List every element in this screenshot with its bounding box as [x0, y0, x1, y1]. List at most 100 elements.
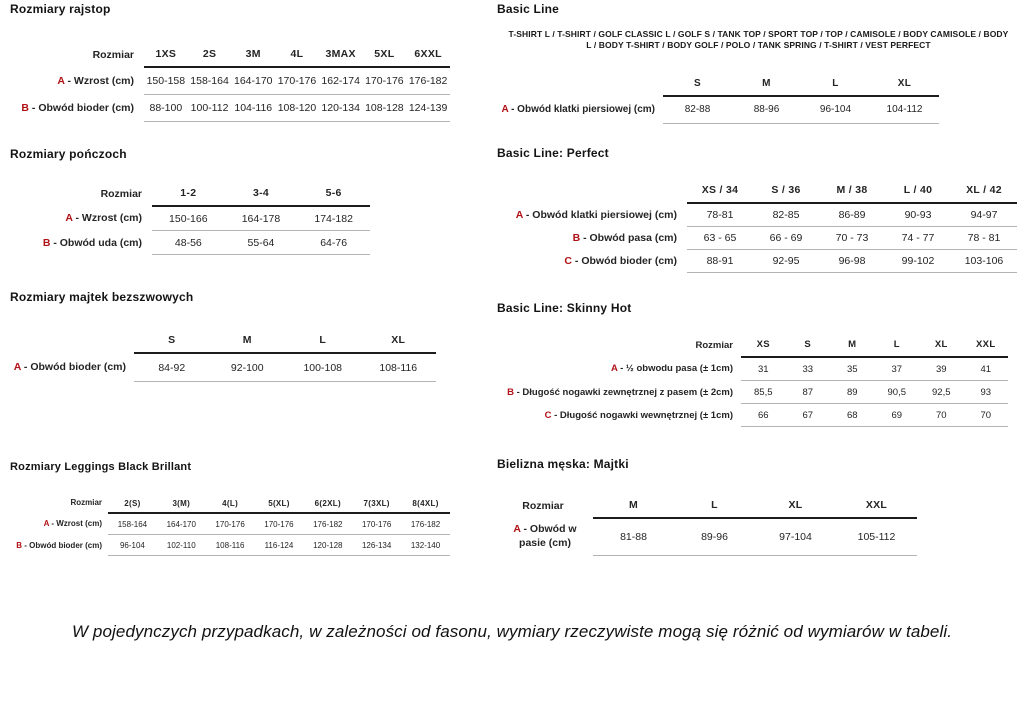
row-letter: A: [57, 74, 65, 87]
column-header: 3-4: [224, 187, 298, 207]
column-header: XS / 34: [687, 184, 753, 204]
row-label: B - Długość nogawki zewnętrznej z pasem …: [507, 386, 733, 398]
row-letter: C: [544, 409, 552, 421]
table-row: A - Obwód klatki piersiowej (cm) 78-81 82-…: [497, 203, 1017, 227]
row-letter: A: [43, 519, 50, 529]
size-value-cell: 88-100: [144, 94, 188, 122]
size-value-cell: 66: [741, 403, 786, 427]
size-value-cell: 164-170: [156, 513, 206, 535]
column-header: XL: [870, 77, 939, 97]
size-value-cell: 116-124: [254, 534, 304, 556]
table-row: A - Wzrost (cm) 150-166 164-178 174-182: [10, 206, 370, 231]
size-table-basic-line-perfect: XS / 34 S / 36 M / 38 L / 40 XL / 42 A - Obwó…: [497, 184, 1017, 273]
column-header: L: [874, 339, 919, 358]
size-table-skinny-hot: Rozmiar XS S M L XL XXL A - ½ obwodu pasa (± 1c…: [497, 339, 1008, 427]
column-header: 7(3XL): [352, 498, 402, 514]
size-value-cell: 97-104: [755, 518, 836, 556]
size-value-cell: 81-88: [593, 518, 674, 556]
size-table-rajstopy: Rozmiar 1XS 2S 3M 4L 3MAX 5XL 6XXL A - Wzrost (c…: [10, 48, 450, 122]
header-row: Rozmiar XS S M L XL XXL: [497, 339, 1008, 358]
size-value-cell: 93: [963, 380, 1008, 404]
size-value-cell: 170-176: [352, 513, 402, 535]
row-letter: C: [564, 255, 572, 267]
size-value-cell: 39: [919, 357, 964, 381]
table-corner-label: Rozmiar: [522, 500, 564, 512]
table-title: Rozmiary majtek bezszwowych: [10, 290, 194, 304]
size-value-cell: 55-64: [224, 230, 298, 255]
size-value-cell: 66 - 69: [753, 226, 819, 250]
size-value-cell: 102-110: [156, 534, 206, 556]
size-table-ponczochy: Rozmiar 1-2 3-4 5-6 A - Wzrost (cm) 150-166 16…: [10, 187, 370, 255]
size-table-bielizna-meska: Rozmiar M L XL XXL A - Obwód w pasie (cm) 81-8…: [497, 499, 917, 556]
size-value-cell: 69: [874, 403, 919, 427]
table-title: Rozmiary rajstop: [10, 2, 111, 16]
size-value-cell: 176-182: [401, 513, 450, 535]
size-value-cell: 176-182: [406, 67, 450, 95]
row-label: A - Obwód w pasie (cm): [513, 523, 577, 549]
header-row: Rozmiar 1-2 3-4 5-6: [10, 187, 370, 207]
column-header: 3(M): [156, 498, 206, 514]
size-value-cell: 105-112: [836, 518, 917, 556]
size-value-cell: 170-176: [205, 513, 255, 535]
section-rozmiary-majtek-bezszwowych: Rozmiary majtek bezszwowych S M L XL A - Obw…: [10, 290, 436, 382]
row-letter: A: [501, 104, 509, 116]
size-value-cell: 70 - 73: [819, 226, 885, 250]
size-value-cell: 104-112: [870, 95, 939, 124]
table-corner-label: Rozmiar: [100, 188, 142, 200]
size-value-cell: 78 - 81: [951, 226, 1017, 250]
row-label: A - ½ obwodu pasa (± 1cm): [610, 363, 733, 375]
column-header: 6XXL: [406, 48, 450, 68]
column-header: XXL: [836, 499, 917, 519]
table-title: Basic Line: Perfect: [497, 146, 609, 160]
column-header: M: [830, 339, 875, 358]
size-value-cell: 158-164: [187, 67, 232, 95]
column-header: XXL: [963, 339, 1008, 358]
size-value-cell: 108-120: [275, 94, 319, 122]
row-label: A - Obwód bioder (cm): [13, 361, 126, 374]
column-header: 6(2XL): [303, 498, 353, 514]
size-value-cell: 126-134: [352, 534, 402, 556]
row-label: B - Obwód bioder (cm): [16, 540, 102, 550]
column-header: 1-2: [152, 187, 225, 207]
size-value-cell: 100-112: [187, 94, 232, 122]
row-label: B - Obwód bioder (cm): [21, 102, 134, 114]
table-row: B - Obwód pasa (cm) 63 - 65 66 - 69 70 - 73…: [497, 226, 1017, 250]
column-header: L: [674, 499, 755, 519]
table-row: B - Długość nogawki zewnętrznej z pasem …: [497, 380, 1008, 404]
disclaimer-note: W pojedynczych przypadkach, w zależności…: [71, 622, 953, 641]
size-value-cell: 150-158: [144, 67, 188, 95]
size-value-cell: 108-116: [360, 353, 436, 382]
size-value-cell: 89-96: [674, 518, 755, 556]
column-header: M: [593, 499, 674, 519]
column-header: M: [732, 77, 801, 97]
row-label: A - Obwód klatki piersiowej (cm): [515, 208, 677, 221]
size-value-cell: 64-76: [297, 230, 370, 255]
table-row: B - Obwód uda (cm) 48-56 55-64 64-76: [10, 230, 370, 255]
size-value-cell: 31: [741, 357, 786, 381]
size-value-cell: 82-85: [753, 203, 819, 227]
column-header: 8(4XL): [401, 498, 450, 514]
size-value-cell: 164-170: [231, 67, 276, 95]
size-value-cell: 96-98: [819, 249, 885, 273]
table-row: A - Obwód bioder (cm) 84-92 92-100 100-108 1…: [10, 353, 436, 382]
size-value-cell: 99-102: [885, 249, 951, 273]
section-rozmiary-rajstop: Rozmiary rajstop Rozmiar 1XS 2S 3M 4L 3MAX 5XL…: [10, 2, 450, 122]
column-header: 2(S): [108, 498, 157, 514]
table-row: A - ½ obwodu pasa (± 1cm) 31 33 35 37 39 41: [497, 357, 1008, 381]
row-label: A - Wzrost (cm): [57, 74, 134, 87]
row-letter: B: [21, 102, 29, 114]
header-row: Rozmiar M L XL XXL: [497, 499, 917, 519]
row-label: A - Wzrost (cm): [43, 519, 102, 529]
row-label: A - Wzrost (cm): [65, 212, 142, 225]
size-value-cell: 108-128: [362, 94, 407, 122]
column-header: 4L: [275, 48, 319, 68]
column-header: 5-6: [297, 187, 370, 207]
column-header: L / 40: [885, 184, 951, 204]
table-title: Rozmiary Leggings Black Brillant: [10, 461, 192, 473]
size-value-cell: 70: [963, 403, 1008, 427]
table-corner-label: Rozmiar: [695, 340, 733, 351]
column-header: XL: [755, 499, 836, 519]
size-value-cell: 33: [785, 357, 830, 381]
column-header: XL / 42: [951, 184, 1017, 204]
